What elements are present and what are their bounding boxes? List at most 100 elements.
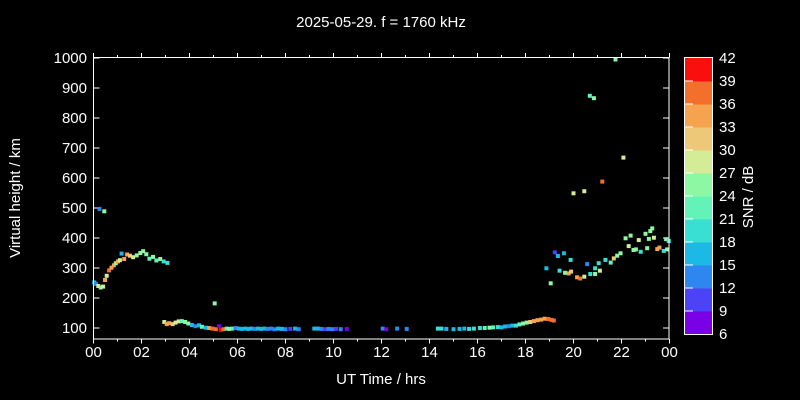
x-tick-label: 12 [373,344,390,361]
data-point [597,268,602,273]
data-point [186,321,191,326]
data-point [111,263,116,268]
data-point [549,317,554,322]
data-point [631,248,636,252]
data-point [227,326,232,331]
data-point [651,235,656,240]
data-point [170,322,175,327]
data-point [593,266,598,271]
data-point [176,319,181,324]
data-point [513,323,518,328]
data-point [555,254,560,258]
data-point [633,247,638,252]
data-point [561,251,566,256]
data-point [557,268,562,273]
data-point [141,249,146,254]
data-point [119,251,124,256]
colorbar-segment [685,311,712,335]
data-point [506,324,511,329]
data-point [272,327,277,332]
data-point [193,324,198,329]
data-point [571,191,576,196]
data-point [296,327,301,332]
data-point [552,250,557,255]
data-point [207,326,212,330]
data-point [134,253,139,258]
data-point [539,317,544,322]
data-point [236,326,241,331]
y-tick-labels: 100 200 300 400 500 600 700 800 900 1000 [54,50,87,337]
data-point [319,326,324,331]
x-axis-label: UT Time / hrs [336,371,426,388]
y-tick-label: 500 [62,200,87,217]
data-point [127,253,132,258]
data-point [591,96,596,101]
data-point [165,260,170,265]
data-point [197,323,202,328]
data-point [283,327,288,332]
data-point [491,325,496,330]
data-point [568,257,573,262]
data-point [585,262,590,267]
data-point [621,155,626,160]
data-point [101,284,106,289]
data-point [164,322,169,327]
data-point [102,209,107,214]
x-tick-label: 14 [421,344,438,361]
data-point [535,318,540,323]
y-tick-label: 800 [62,110,87,127]
data-point [645,246,650,251]
data-point [471,326,476,331]
data-point [636,238,641,243]
data-point [224,326,229,331]
y-tick-label: 200 [62,290,87,307]
data-point [154,258,159,263]
data-point [626,244,631,249]
data-point [243,326,248,331]
data-point [199,324,204,329]
data-point [97,206,102,211]
data-point [551,318,556,323]
data-point [230,326,235,331]
x-tick-label: 00 [661,344,678,361]
y-tick-label: 700 [62,140,87,157]
data-point [330,327,335,332]
x-tick-labels: 00 02 04 06 08 10 12 14 16 18 20 22 00 [85,344,678,361]
data-point [544,266,549,271]
y-tick-label: 300 [62,260,87,277]
data-point [657,245,662,250]
colorbar [684,57,713,335]
data-point [113,261,118,266]
data-point [618,251,623,256]
data-point [252,326,257,331]
data-point [517,322,522,327]
data-point [203,325,208,330]
data-point [582,274,587,279]
x-tick-label: 18 [517,344,534,361]
data-point [380,326,385,331]
data-point [578,276,583,281]
data-point [477,326,482,330]
data-point [528,320,533,324]
data-points [92,57,671,332]
y-tick-label: 600 [62,170,87,187]
data-point [144,252,149,257]
data-point [462,326,467,331]
data-point [122,257,127,261]
colorbar-outline [684,57,713,335]
data-point [524,320,529,325]
data-point [596,261,601,266]
data-point [323,327,328,332]
data-point [125,252,130,257]
data-point [288,326,293,331]
data-point [587,93,592,98]
data-point [665,247,670,252]
data-point [467,326,472,331]
y-tick-label: 900 [62,80,87,97]
data-point [499,325,504,330]
y-tick-label: 1000 [54,50,87,67]
data-point [233,326,238,330]
data-point [151,254,156,259]
colorbar-tick-labels: 6 9 12 15 18 21 24 27 30 33 36 39 42 [719,50,736,343]
